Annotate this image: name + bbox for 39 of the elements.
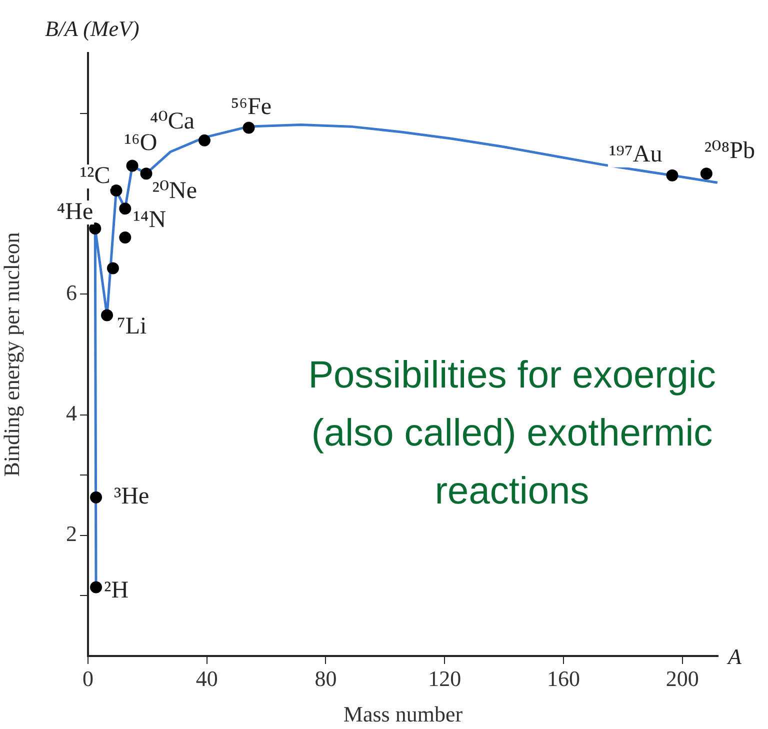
point (700, 168, 712, 180)
annotation: ²⁰⁸Pb (704, 138, 755, 164)
point (106, 262, 119, 274)
point (90, 581, 102, 594)
annotation: ⁴He (56, 198, 94, 225)
text: B/A (MeV) (45, 16, 140, 41)
point (140, 168, 152, 180)
x-axis-title: Mass number (343, 702, 464, 727)
y-tick-label: 6 (66, 280, 77, 305)
x-tick-label: 120 (428, 666, 462, 691)
point (101, 309, 114, 322)
point (126, 160, 138, 172)
point (89, 222, 102, 234)
point (110, 184, 122, 196)
annotation: ²⁰Ne (152, 178, 198, 204)
annotation: ¹⁴N (133, 206, 166, 233)
point (242, 122, 255, 134)
annotation: ²H (104, 578, 129, 604)
annotation: ⁴⁰Ca (150, 108, 195, 135)
point (119, 232, 132, 244)
annotation: ³He (114, 484, 150, 510)
point (198, 134, 210, 146)
x-tick-label: 200 (666, 666, 699, 691)
y-tick-label: 2 (66, 521, 77, 546)
annotation: ⁵⁶Fe (230, 94, 272, 120)
annotation: Possibilities for exoergic (also called) exothermic reactions (308, 354, 716, 512)
annotation: ¹²C (80, 162, 110, 189)
y-axis-title: Binding energy per nucleon (0, 232, 24, 477)
y-tick-label: 4 (66, 400, 77, 426)
annotation: ¹⁹⁷Au (608, 142, 662, 168)
text: A (726, 644, 742, 669)
x-tick-label: 160 (546, 666, 580, 691)
x-tick-label: 0 (82, 666, 94, 691)
annotation: ⁷Li (117, 314, 148, 340)
point (90, 491, 102, 504)
x-tick-label: 80 (314, 666, 337, 691)
x-tick-label: 40 (196, 666, 218, 691)
point (666, 169, 678, 182)
point (119, 202, 132, 215)
